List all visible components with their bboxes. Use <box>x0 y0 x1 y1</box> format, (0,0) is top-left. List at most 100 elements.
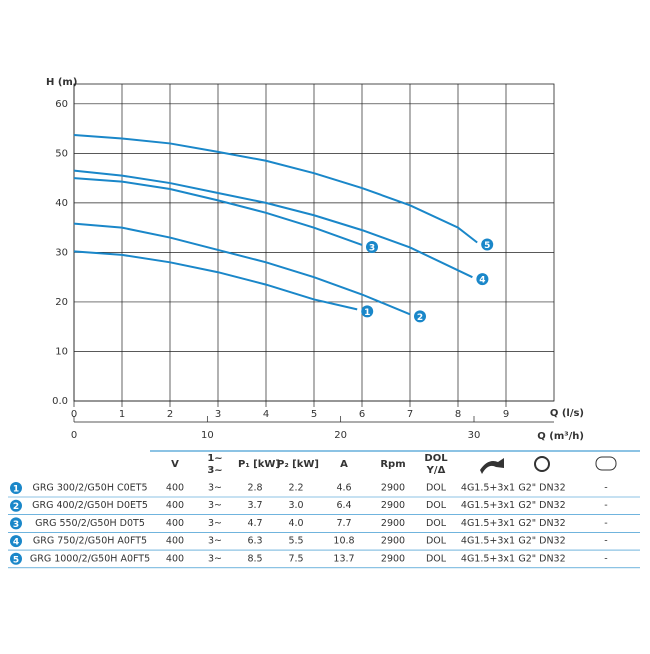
table-cell: G2" DN32 <box>518 500 565 511</box>
table-cell: GRG 300/2/G50H C0ET5 <box>32 483 147 494</box>
table-header: DOL <box>424 453 448 464</box>
x-axis-title: Q (l/s) <box>550 408 584 419</box>
x2-tick-label: 20 <box>334 430 347 441</box>
y-tick-label: 40 <box>55 198 68 209</box>
table-cell: 2900 <box>381 518 405 529</box>
y-axis-title: H (m) <box>46 77 77 88</box>
y-tick-label: 50 <box>55 148 68 159</box>
table-cell: 6.3 <box>247 536 262 547</box>
curve-marker <box>481 238 494 251</box>
x2-axis-title: Q (m³/h) <box>537 431 584 442</box>
table-cell: GRG 750/2/G50H A0FT5 <box>33 536 147 547</box>
table-cell: 3~ <box>208 518 222 529</box>
table-header: Y/Δ <box>426 465 446 476</box>
table-cell: 3.7 <box>247 500 262 511</box>
y-tick-label: 0.0 <box>52 396 68 407</box>
table-header: P₂ [kW] <box>277 459 319 470</box>
curve-marker <box>414 310 426 323</box>
row-number: 3 <box>13 520 19 530</box>
row-marker <box>10 517 22 530</box>
table-header: P₁ [kW] <box>238 459 280 470</box>
table-cell: 3~ <box>208 536 222 547</box>
x2-tick-label: 10 <box>201 430 214 441</box>
table-header: A <box>340 459 348 470</box>
table-header: V <box>171 459 179 470</box>
table-cell: 3~ <box>208 500 222 511</box>
table-header: 1~ <box>207 453 222 464</box>
table-header: 3~ <box>207 465 222 476</box>
y-tick-label: 30 <box>55 247 68 258</box>
table-cell: G2" DN32 <box>518 536 565 547</box>
x-tick-label: 5 <box>311 409 317 420</box>
pump-curve <box>73 222 411 316</box>
table-cell: 4G1.5+3x1 <box>461 483 515 494</box>
row-marker <box>10 482 22 494</box>
x-tick-label: 3 <box>215 409 221 420</box>
curve-label: 3 <box>369 243 375 253</box>
curve-marker <box>361 305 374 318</box>
table-cell: 10.8 <box>333 536 354 547</box>
table-cell: DOL <box>426 483 447 494</box>
row-number: 4 <box>13 538 19 548</box>
table-cell: 8.5 <box>247 553 262 564</box>
row-number: 2 <box>13 502 19 512</box>
curve-label: 1 <box>364 308 370 318</box>
row-number: 1 <box>13 485 19 495</box>
table-cell: 400 <box>166 553 184 564</box>
table-cell: G2" DN32 <box>518 483 565 494</box>
row-marker <box>10 535 22 548</box>
table-cell: 13.7 <box>333 553 354 564</box>
table-cell: 2900 <box>381 500 405 511</box>
table-cell: 3.0 <box>288 500 303 511</box>
table-cell: 4.0 <box>288 518 303 529</box>
x-tick-label: 1 <box>119 409 125 420</box>
table-cell: 400 <box>166 500 184 511</box>
curve-label: 5 <box>484 241 490 251</box>
table-cell: - <box>604 536 607 547</box>
table-cell: 4.6 <box>336 483 351 494</box>
table-cell: 400 <box>166 483 184 494</box>
flange-icon <box>534 456 550 472</box>
table-cell: 5.5 <box>288 536 303 547</box>
table-cell: 400 <box>166 536 184 547</box>
cable-icon <box>480 458 504 474</box>
table-cell: 2900 <box>381 483 405 494</box>
table-cell: 7.5 <box>288 553 303 564</box>
x-tick-label: 6 <box>359 409 365 420</box>
table-cell: 4G1.5+3x1 <box>461 500 515 511</box>
table-cell: GRG 550/2/G50H D0T5 <box>35 518 145 529</box>
table-cell: GRG 1000/2/G50H A0FT5 <box>30 553 150 564</box>
pump-curve <box>73 134 478 244</box>
row-marker <box>10 552 22 565</box>
pump-curve <box>73 169 473 279</box>
table-cell: - <box>604 500 607 511</box>
table-cell: DOL <box>426 500 447 511</box>
y-tick-label: 60 <box>55 99 68 110</box>
table-cell: 6.4 <box>336 500 351 511</box>
table-cell: 3~ <box>208 553 222 564</box>
x-tick-label: 8 <box>455 409 461 420</box>
row-number: 5 <box>13 555 19 565</box>
table-cell: 7.7 <box>336 518 351 529</box>
x-tick-label: 2 <box>167 409 173 420</box>
curve-label: 4 <box>479 276 485 286</box>
table-cell: 2.8 <box>247 483 262 494</box>
x2-tick-label: 0 <box>71 430 77 441</box>
table-cell: DOL <box>426 553 447 564</box>
table-cell: 2.2 <box>288 483 303 494</box>
x-tick-label: 9 <box>503 409 509 420</box>
table-cell: G2" DN32 <box>518 553 565 564</box>
table-header: Rpm <box>380 459 405 470</box>
pump-curve <box>73 177 363 246</box>
table-cell: - <box>604 553 607 564</box>
table-cell: DOL <box>426 518 447 529</box>
curve-marker <box>366 240 378 253</box>
row-marker <box>10 499 22 512</box>
curve-label: 2 <box>417 313 423 323</box>
table-cell: G2" DN32 <box>518 518 565 529</box>
x-tick-label: 0 <box>71 409 77 420</box>
table-cell: 4G1.5+3x1 <box>461 553 515 564</box>
table-cell: 4.7 <box>247 518 262 529</box>
table-cell: 400 <box>166 518 184 529</box>
